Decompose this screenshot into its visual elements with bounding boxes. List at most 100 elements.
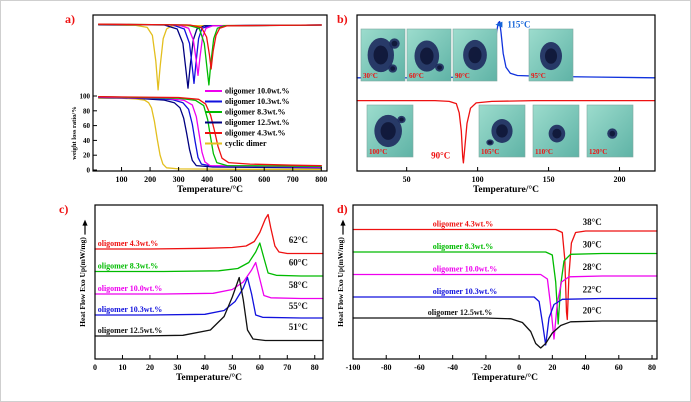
- legend-item-oligomer-12-5wt: oligomer 12.5wt.%: [205, 118, 290, 127]
- panel-a-yaxis-label: weight loss ratio/%: [71, 106, 78, 159]
- panel-c-xtick-label-70: 70: [283, 363, 291, 372]
- panel-d-xtick-label--40: -40: [447, 363, 458, 372]
- panel-b-xtick-label-100: 100: [472, 175, 484, 184]
- panel-a-ytick-label-20: 20: [83, 152, 91, 160]
- panel-a-xtick-label-600: 600: [258, 175, 270, 184]
- panel-d-xtick-label-20: 20: [548, 363, 556, 372]
- panel-d-annotation-30-c: 30°C: [583, 240, 602, 250]
- panel-c-curve-oligomer-8-3wt: [94, 242, 324, 277]
- legend-item-oligomer-10-0wt: oligomer 10.0wt.%: [205, 87, 290, 96]
- panel-b-xaxis-label: Temperature/°C: [473, 184, 539, 195]
- panel-c-annotation-60-c: 60°C: [289, 258, 308, 268]
- panel-a-curve-oligomer-4-3wt-dtg: [98, 23, 322, 70]
- panel-a-ytick-label-80: 80: [83, 107, 91, 115]
- panel-a-curve-oligomer-10-0wt-dtg: [98, 23, 322, 77]
- panel-c-xtick-label-20: 20: [146, 363, 154, 372]
- panel-b-xtick-label-50: 50: [403, 175, 411, 184]
- panel-a-xtick-label-100: 100: [116, 175, 128, 184]
- panel-a-ytick-label-0: 0: [87, 167, 91, 175]
- panel-a-label: a): [65, 12, 75, 26]
- panel-a-curve-oligomer-4-3wt: [98, 96, 322, 167]
- panel-d-frame: [352, 204, 658, 360]
- legend-item-oligomer-10-3wt: oligomer 10.3wt.%: [205, 97, 290, 106]
- crystal-blob-core: [373, 45, 389, 65]
- panel-d-annotation-20-c: 20°C: [583, 306, 602, 316]
- panel-b-label: b): [337, 12, 348, 26]
- panel-b-annotation-90-c: 90°C: [431, 150, 450, 160]
- panel-c-label: c): [59, 202, 68, 216]
- panel-d-xtick-label--20: -20: [481, 363, 492, 372]
- panel-b-curve-cooling-curve: [356, 99, 656, 164]
- crystal-blob-core: [391, 40, 398, 47]
- panel-b: 30°C 60°C 90°C 95°C 100°C 105°C 110°C 120°C 50 10…: [337, 12, 656, 195]
- micrograph-95-c: 95°C: [528, 28, 574, 82]
- micrograph-temp-label: 95°C: [531, 72, 546, 80]
- panel-c-curve-oligomer-10-0wt: [94, 261, 324, 300]
- panel-a-frame: [92, 14, 328, 172]
- panel-c-series-label-oligomer-8-3wt: oligomer 8.3wt.%: [98, 262, 159, 271]
- panel-c-annotation-62-c: 62°C: [289, 235, 308, 245]
- crystal-blob-core: [609, 130, 616, 137]
- panel-c-series-label-oligomer-4-3wt: oligomer 4.3wt.%: [98, 239, 159, 248]
- panel-c-annotation-51-c: 51°C: [289, 322, 308, 332]
- panel-a: 100 200 300 400 500 600 700 800 0 20 40 60 80 100 Temp…: [65, 12, 328, 195]
- panel-c-series-label-oligomer-12-5wt: oligomer 12.5wt.%: [98, 326, 163, 335]
- exo-up-arrow-icon: [340, 219, 346, 226]
- panel-a-xaxis-label: Temperature/°C: [177, 184, 243, 195]
- panel-d-series-label-oligomer-4-3wt: oligomer 4.3wt.%: [433, 220, 494, 229]
- legend-item-oligomer-8-3wt: oligomer 8.3wt.%: [205, 108, 286, 117]
- panel-a-ytick-label-100: 100: [80, 93, 91, 101]
- micrograph-60-c: 60°C: [406, 28, 452, 82]
- panel-a-curve-oligomer-8-3wt-dtg: [98, 23, 322, 86]
- micrograph-120-c: 120°C: [586, 104, 634, 158]
- panel-d-yaxis-label: Heat Flow Exo Up(mW/mg): [336, 237, 345, 327]
- panel-a-curve-cyclic-dimer: [98, 97, 322, 170]
- panel-c-xtick-label-50: 50: [228, 363, 236, 372]
- panel-d-curve-oligomer-10-3wt: [352, 296, 658, 346]
- legend-item-cyclic-dimer: cyclic dimer: [205, 139, 267, 148]
- panel-b-annotation-115-c: 115°C: [507, 20, 530, 30]
- panel-d-curve-oligomer-10-0wt: [352, 273, 658, 340]
- panel-c-annotation-58-c: 58°C: [289, 280, 308, 290]
- panel-d-xtick-label--80: -80: [381, 363, 392, 372]
- panel-c-xtick-label-60: 60: [256, 363, 264, 372]
- panel-a-xtick-label-400: 400: [201, 175, 213, 184]
- panel-d-xtick-label--100: -100: [346, 363, 361, 372]
- panel-c-xtick-label-10: 10: [118, 363, 126, 372]
- crystal-blob-core: [544, 48, 558, 64]
- panel-d-series-label-oligomer-10-0wt: oligomer 10.0wt.%: [433, 265, 498, 274]
- panel-a-xtick-label-500: 500: [230, 175, 242, 184]
- panel-c: 0 10 20 30 40 50 60 70 80 Temperature/°C Heat Flow…: [59, 202, 324, 383]
- panel-b-xtick-label-200: 200: [614, 175, 626, 184]
- panel-d-curve-oligomer-12-5wt: [352, 317, 658, 349]
- panel-b-xtick-label-150: 150: [543, 175, 555, 184]
- panel-c-xtick-label-80: 80: [311, 363, 319, 372]
- crystal-blob-core: [390, 66, 396, 71]
- panel-d-xtick-label-80: 80: [648, 363, 656, 372]
- legend-label: oligomer 12.5wt.%: [225, 118, 290, 127]
- panel-d-annotation-38-c: 38°C: [583, 217, 602, 227]
- panel-a-curve-oligomer-10-3wt-dtg: [98, 23, 322, 85]
- panel-c-series-label-oligomer-10-0wt: oligomer 10.0wt.%: [98, 284, 163, 293]
- panel-d-xtick-label--60: -60: [414, 363, 425, 372]
- annotation-arrow-left-icon: [495, 21, 503, 28]
- micrograph-temp-label: 30°C: [363, 72, 378, 80]
- micrograph-110-c: 110°C: [532, 104, 580, 158]
- crystal-blob-core: [399, 117, 404, 122]
- panel-a-ytick-label-60: 60: [83, 122, 91, 130]
- panel-d-curve-oligomer-4-3wt: [352, 228, 658, 321]
- crystal-blob-core: [468, 46, 482, 64]
- panel-a-curve-oligomer-10-3wt: [98, 96, 322, 169]
- micrograph-temp-label: 60°C: [409, 72, 424, 80]
- micrograph-105-c: 105°C: [478, 104, 526, 158]
- legend-label: oligomer 10.0wt.%: [225, 87, 290, 96]
- panel-d: -100 -80 -60 -40 -20 0 20 40 60 80 Temperature/°C H…: [336, 202, 658, 383]
- panel-c-xaxis-label: Temperature/°C: [176, 372, 242, 383]
- panel-d-series-label-oligomer-12-5wt: oligomer 12.5wt.%: [428, 308, 493, 317]
- micrograph-temp-label: 105°C: [481, 148, 499, 156]
- panel-c-xtick-label-0: 0: [93, 363, 97, 372]
- micrograph-temp-label: 100°C: [369, 148, 387, 156]
- panel-d-xtick-label-60: 60: [615, 363, 623, 372]
- legend-label: oligomer 8.3wt.%: [225, 108, 286, 117]
